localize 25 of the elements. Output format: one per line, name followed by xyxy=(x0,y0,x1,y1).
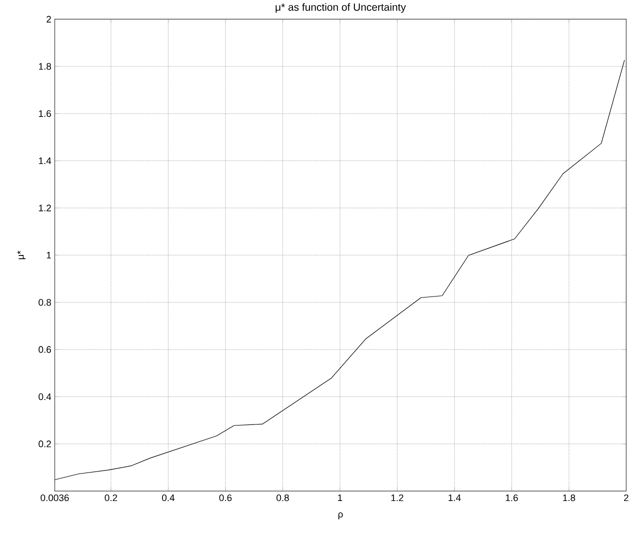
x-tick-label: 1.6 xyxy=(506,494,518,502)
x-tick-label: 1.8 xyxy=(563,494,576,502)
y-tick-label: 1.8 xyxy=(38,63,52,70)
x-tick-label: 0.2 xyxy=(104,494,118,502)
x-tick-label: 1 xyxy=(338,494,342,502)
y-tick-label: 2 xyxy=(46,16,51,23)
y-tick-label: 1 xyxy=(46,252,51,258)
y-tick-label: 0.6 xyxy=(38,346,51,353)
x-tick-label: 0.4 xyxy=(162,494,175,502)
y-tick-label: 0.2 xyxy=(38,440,51,448)
x-axis-title: ρ xyxy=(338,512,343,520)
chart-title: μ* as function of Uncertainty xyxy=(276,3,406,13)
x-tick-label: 0.6 xyxy=(219,494,232,502)
x-tick-label: 0.8 xyxy=(276,494,289,502)
y-tick-label: 1.2 xyxy=(38,204,51,212)
x-tick-label: 1.2 xyxy=(391,494,404,502)
x-tick-label: 2 xyxy=(624,494,628,502)
y-tick-label: 0.8 xyxy=(38,299,52,306)
line-series xyxy=(54,60,625,480)
y-tick-label: 1.4 xyxy=(38,158,52,164)
y-axis-title: μ* xyxy=(17,250,26,260)
x-tick-label: 0.0036 xyxy=(40,494,69,502)
y-tick-label: 1.6 xyxy=(38,110,51,117)
x-tick-label: 1.4 xyxy=(448,494,461,502)
y-tick-label: 0.4 xyxy=(38,393,52,400)
